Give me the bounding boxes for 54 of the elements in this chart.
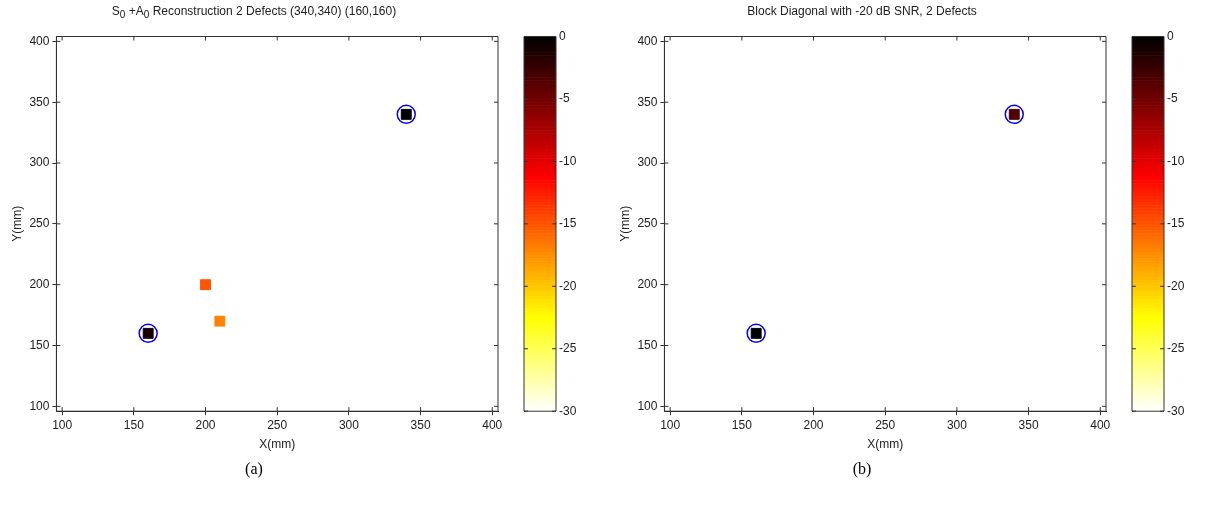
color-bar-label: -10 xyxy=(1167,153,1185,168)
point xyxy=(138,323,158,344)
chart-title: S$_{0}$ +A$_{0}$ Reconstruction 2 Defects (340,340) (160,160) xyxy=(110,3,398,23)
x-tick-label: 200 xyxy=(195,417,216,432)
x-tick-label: 100 xyxy=(52,417,73,432)
y-axis-title: Y(mm) xyxy=(617,205,632,242)
x-tick-label: 350 xyxy=(1018,417,1039,432)
x-tick-label: 400 xyxy=(482,417,503,432)
color-bar-label: -5 xyxy=(1167,91,1178,106)
y-tick-label: 200 xyxy=(29,276,50,291)
y-tick-label: 100 xyxy=(637,398,658,413)
y-tick-label: 350 xyxy=(637,94,658,109)
point xyxy=(200,279,211,291)
y-tick-label: 300 xyxy=(29,155,50,170)
color-bar-label: -20 xyxy=(1167,278,1185,293)
y-tick-label: 100 xyxy=(29,398,50,413)
color-bar-label: 0 xyxy=(1167,28,1174,43)
y-tick-label: 150 xyxy=(29,337,50,352)
y-tick-label: 250 xyxy=(637,216,658,231)
y-tick-label: 300 xyxy=(637,155,658,170)
color-bar-label: -30 xyxy=(1167,403,1185,418)
color-bar-label: -15 xyxy=(1167,216,1185,231)
y-axis-title: Y(mm) xyxy=(9,205,24,242)
x-tick-label: 400 xyxy=(1090,417,1111,432)
color-bar-label: -10 xyxy=(559,153,577,168)
y-tick-label: 400 xyxy=(637,33,658,48)
color-bar-label: -25 xyxy=(1167,341,1185,356)
text: (b) xyxy=(851,460,873,478)
color-bar-label: -5 xyxy=(559,91,570,106)
y-tick-label: 250 xyxy=(29,216,50,231)
y-tick-label: 200 xyxy=(637,276,658,291)
x-tick-label: 300 xyxy=(946,417,968,432)
color-bar-label: -30 xyxy=(559,403,577,418)
y-tick-label: 350 xyxy=(29,94,50,109)
color-bar-label: -15 xyxy=(559,216,577,231)
color-bar-label: -25 xyxy=(559,341,577,356)
text: (a) xyxy=(244,460,264,478)
x-tick-label: 300 xyxy=(338,417,360,432)
x-tick-label: 150 xyxy=(731,417,753,432)
chart-title: Block Diagonal with -20 dB SNR, 2 Defects xyxy=(746,3,978,20)
x-tick-label: 150 xyxy=(123,417,145,432)
point xyxy=(214,315,226,327)
x-tick-label: 100 xyxy=(660,417,681,432)
color-bar-label: -20 xyxy=(559,278,577,293)
y-tick-label: 150 xyxy=(637,337,658,352)
point xyxy=(396,104,416,125)
x-tick-label: 250 xyxy=(267,417,288,432)
x-tick-label: 350 xyxy=(410,417,431,432)
x-axis-title: X(mm) xyxy=(867,437,904,452)
color-bar-label: 0 xyxy=(559,28,566,43)
y-tick-label: 400 xyxy=(29,33,50,48)
x-tick-label: 250 xyxy=(875,417,896,432)
x-axis-title: X(mm) xyxy=(259,437,296,452)
x-tick-label: 200 xyxy=(803,417,824,432)
